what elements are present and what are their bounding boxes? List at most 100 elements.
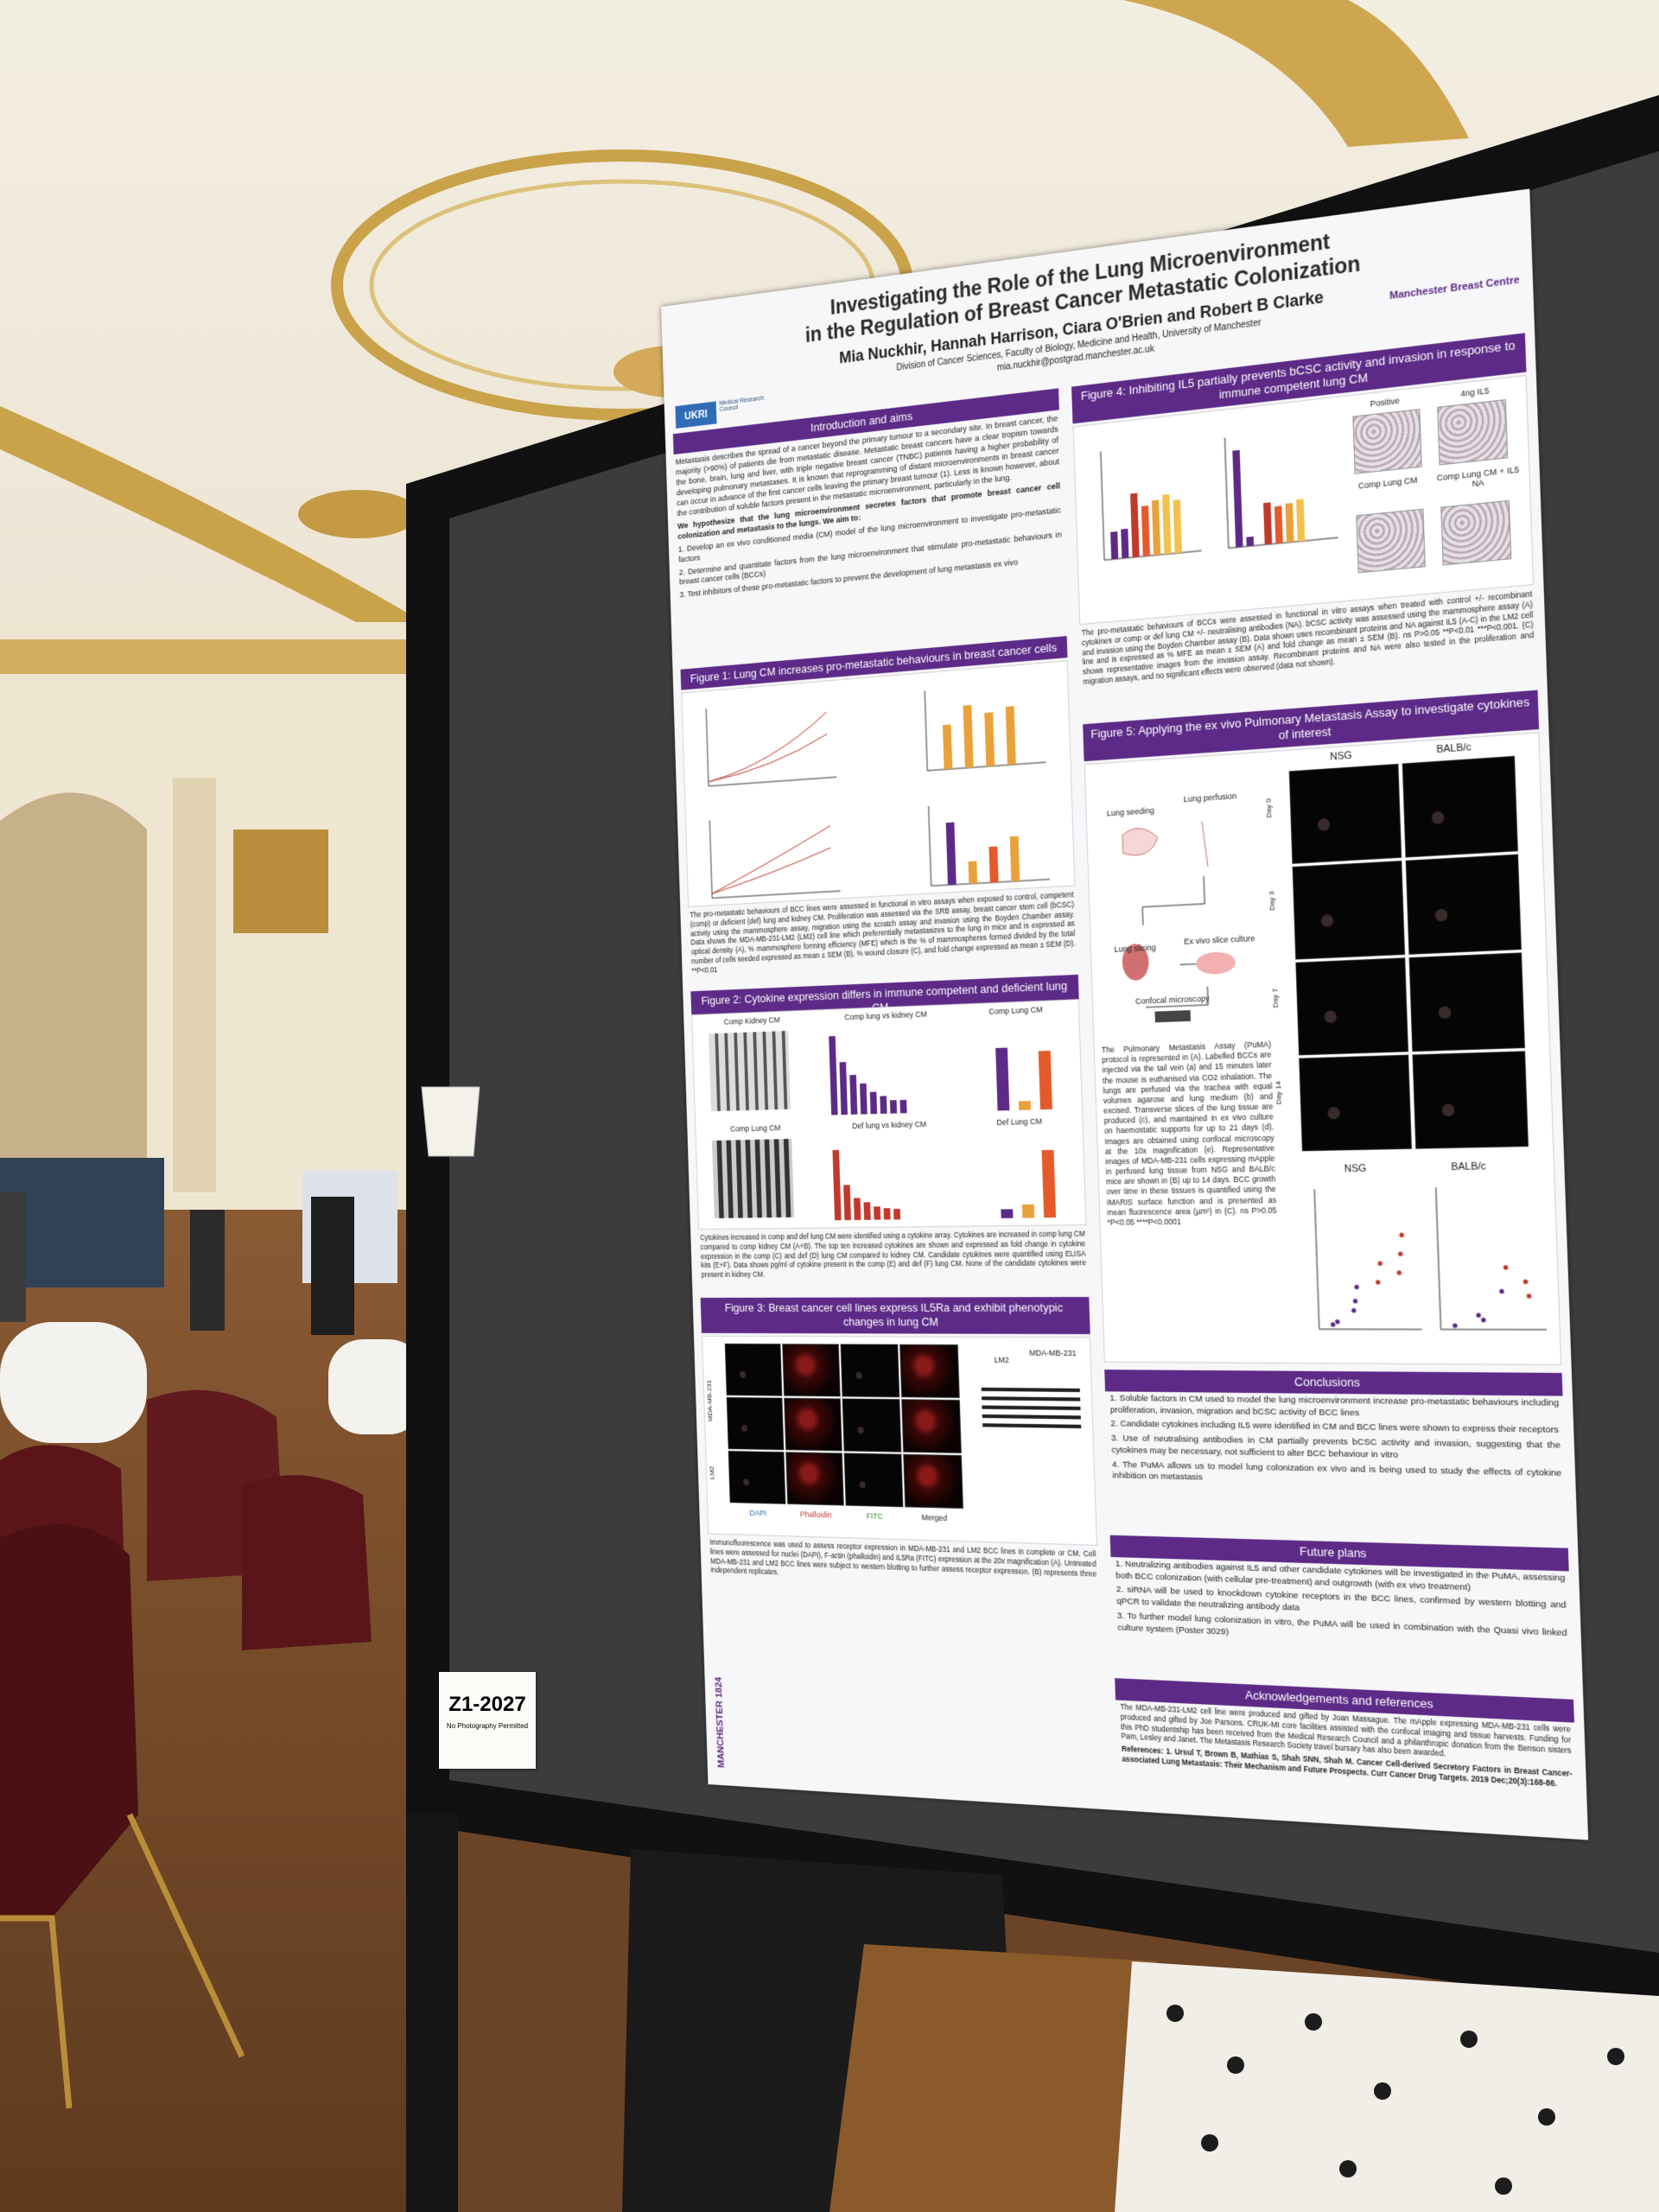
graphic xyxy=(1041,1149,1057,1218)
lane-label: MDA-MB-231 xyxy=(1029,1348,1077,1358)
image-label: Comp Lung CM xyxy=(1357,474,1418,491)
figure-4-graphics xyxy=(1074,397,1350,624)
graphic xyxy=(863,1202,871,1220)
figure-5-graphics xyxy=(1296,1176,1558,1358)
graphic xyxy=(942,724,953,770)
graphic xyxy=(1396,1270,1402,1275)
graphic xyxy=(1352,1299,1358,1304)
ceiling-ornament xyxy=(1123,0,1469,147)
figure-caption: Cytokines increased in comp and def lung… xyxy=(700,1229,1087,1280)
graphic xyxy=(1330,1322,1336,1327)
graphic xyxy=(880,1096,887,1115)
cornice xyxy=(0,406,423,657)
panel-label: Comp lung vs kidney CM xyxy=(844,1009,928,1022)
graphic xyxy=(1121,528,1129,559)
graphic xyxy=(1374,2082,1391,2100)
board-leg xyxy=(406,1815,458,2212)
graphic xyxy=(1232,449,1243,548)
chair xyxy=(0,1524,138,1918)
day-label: Day 7 xyxy=(1270,988,1281,1008)
lane-label: MDA-MB-231 xyxy=(705,1379,715,1422)
board-sign: Z1-2027 No Photography Permitted xyxy=(439,1672,536,1769)
graphic xyxy=(1526,1294,1532,1299)
graphic xyxy=(1162,494,1172,555)
graphic xyxy=(1499,1288,1504,1294)
mrc-logo: Medical Research Council xyxy=(719,395,765,413)
strain-label: NSG xyxy=(1344,1163,1367,1175)
paper-cup xyxy=(421,1086,480,1157)
plot-bars xyxy=(995,1047,1057,1218)
micrograph xyxy=(784,1397,842,1452)
scatter-dots xyxy=(1330,1284,1504,1328)
graphic xyxy=(1110,531,1119,560)
figure-caption: Immunofluorescence was used to assess re… xyxy=(709,1537,1097,1579)
micrograph xyxy=(842,1398,902,1452)
graphic xyxy=(1285,503,1294,543)
graphic xyxy=(1481,1317,1486,1323)
graphic xyxy=(1335,1319,1340,1325)
graphic xyxy=(874,1206,881,1220)
panel-label: Comp Lung CM xyxy=(729,1123,781,1134)
graphic xyxy=(1476,1313,1482,1318)
section-heading: Conclusions xyxy=(1104,1370,1563,1396)
future-list: 1. Neutralizing antibodies against IL5 a… xyxy=(1116,1559,1570,1694)
figure-panel: Positive 4ng IL5 Comp Lung CM Comp Lung … xyxy=(1072,374,1535,626)
strain-label: BALB/c xyxy=(1436,741,1472,756)
channel-label: Merged xyxy=(921,1512,948,1523)
panel-label: Comp Lung CM xyxy=(988,1005,1043,1016)
image-label: Positive xyxy=(1370,396,1401,409)
schematic-shape xyxy=(1122,943,1150,982)
graphic xyxy=(1141,505,1150,556)
graphic xyxy=(945,822,957,886)
conclusions-list: 1. Soluble factors in CM used to model t… xyxy=(1109,1394,1564,1542)
graphic xyxy=(1009,836,1020,882)
graphic xyxy=(1339,2160,1357,2177)
graphic xyxy=(849,1074,858,1115)
micrograph xyxy=(840,1344,900,1398)
graphic xyxy=(893,1209,901,1220)
graphic xyxy=(968,861,978,884)
graphic xyxy=(843,1185,851,1221)
graphic xyxy=(1001,1209,1014,1218)
graphic xyxy=(1607,2048,1624,2065)
pilaster xyxy=(173,778,216,1192)
graphic xyxy=(1018,1101,1032,1110)
micrograph xyxy=(901,1399,962,1453)
graphic xyxy=(1522,1279,1529,1285)
arch-window xyxy=(0,792,147,1192)
graphic xyxy=(1460,2031,1478,2048)
board-code: Z1-2027 xyxy=(448,1693,526,1716)
conclusion: 1. Soluble factors in CM used to model t… xyxy=(1109,1393,1560,1419)
graphic xyxy=(984,712,995,767)
graphic xyxy=(1151,499,1161,556)
figure-panel xyxy=(681,660,1076,907)
person xyxy=(311,1197,354,1335)
confocal-image xyxy=(1402,755,1518,858)
graphic xyxy=(988,846,999,883)
person xyxy=(190,1210,225,1331)
graphic xyxy=(1173,499,1182,554)
day-label: Day 14 xyxy=(1274,1081,1283,1105)
micrograph xyxy=(899,1344,960,1398)
invasion-image xyxy=(1352,409,1422,474)
step-label: Lung perfusion xyxy=(1183,791,1237,804)
carpet xyxy=(830,1944,1158,2212)
invasion-image xyxy=(1356,508,1426,574)
graphic xyxy=(1227,2056,1244,2074)
micrograph xyxy=(728,1451,786,1504)
graphic xyxy=(1274,505,1283,544)
strain-label: NSG xyxy=(1330,749,1353,763)
graphic xyxy=(839,1062,849,1116)
poster-sheet: UKRI Medical Research Council Manchester… xyxy=(661,188,1589,1840)
chair xyxy=(242,1475,372,1650)
confocal-image xyxy=(1292,861,1406,960)
plot-bars xyxy=(1110,449,1306,560)
dress-pattern xyxy=(1166,2005,1624,2195)
figure-panel: Lung seeding Lung perfusion Lung slicing… xyxy=(1084,732,1562,1366)
micrograph xyxy=(785,1452,844,1506)
channel-label: FITC xyxy=(866,1511,883,1522)
person xyxy=(0,1192,26,1322)
lane-label: LM2 xyxy=(994,1355,1009,1365)
plot-frame xyxy=(706,698,840,898)
plot-curves xyxy=(707,712,832,893)
